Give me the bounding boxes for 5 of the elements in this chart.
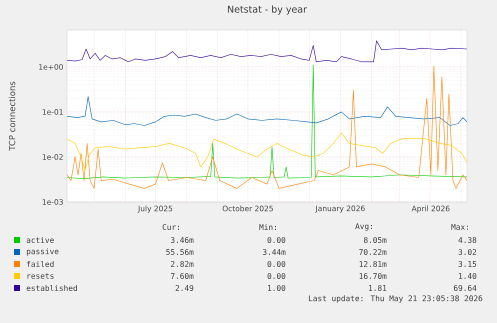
line-series bbox=[67, 40, 468, 62]
line-series bbox=[67, 96, 468, 126]
y-axis-title: TCP connections bbox=[8, 82, 16, 151]
line-series bbox=[67, 132, 468, 171]
chart-title: Netstat - by year bbox=[228, 5, 307, 15]
